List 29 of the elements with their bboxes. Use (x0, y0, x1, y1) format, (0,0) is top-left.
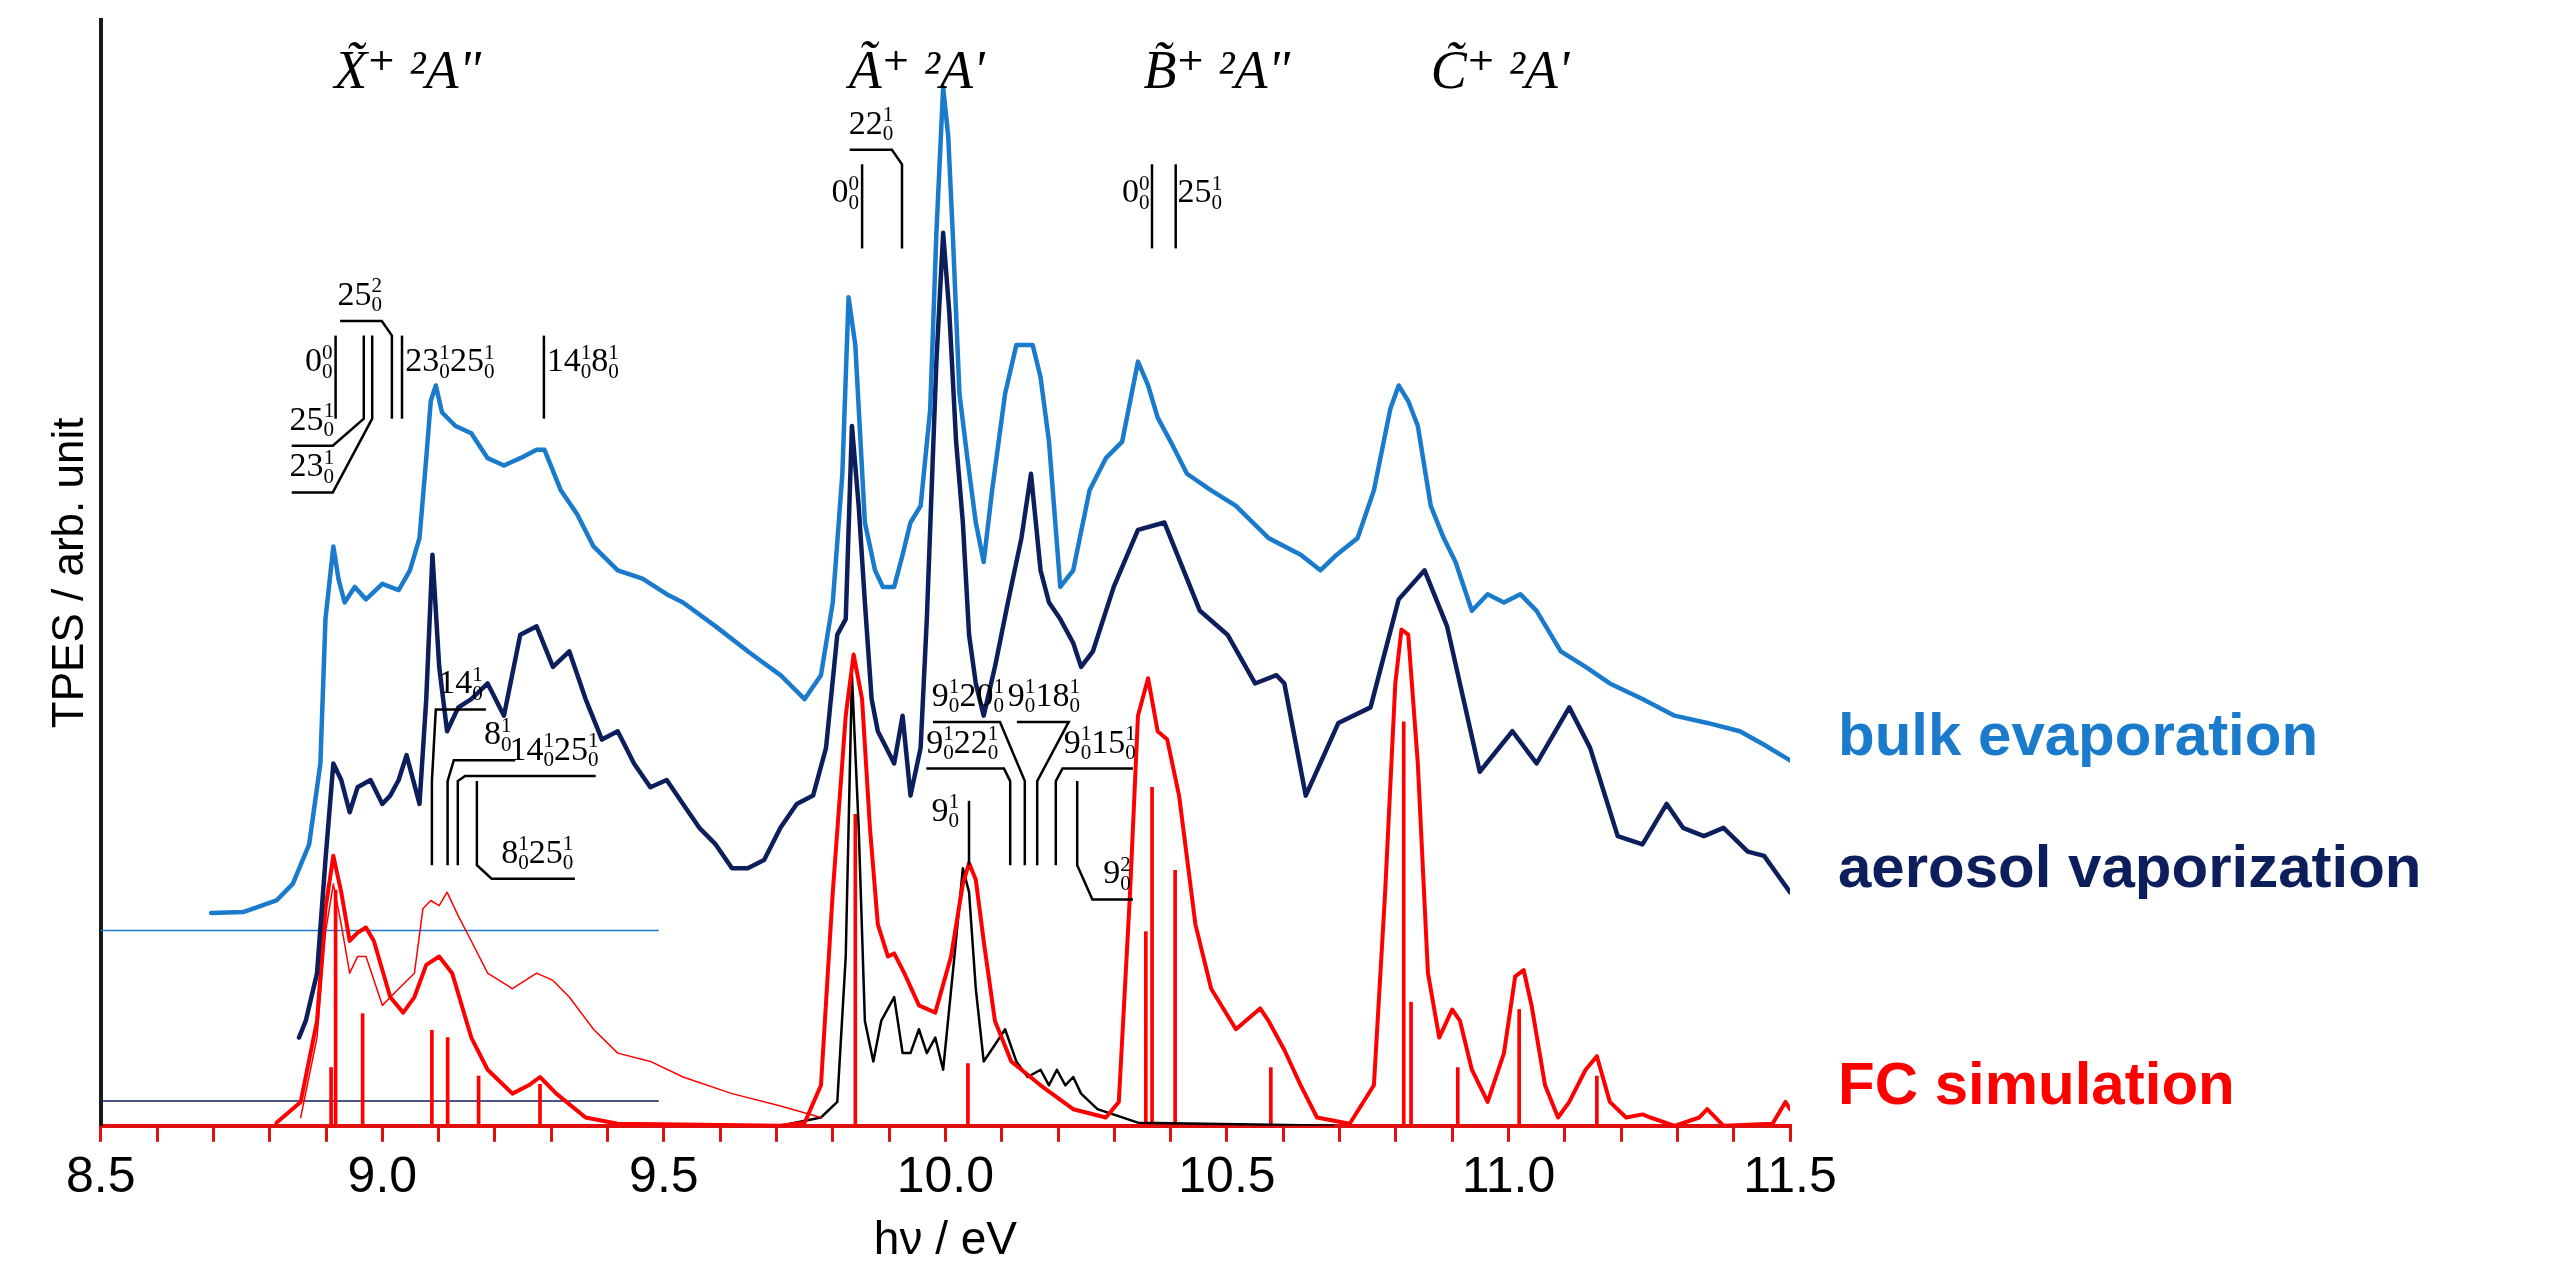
bar (1173, 870, 1177, 1126)
x-tick-label: 9.5 (629, 1146, 699, 1203)
bar (1150, 786, 1154, 1126)
bar (966, 1063, 970, 1126)
x-tick-label: 9.0 (347, 1146, 418, 1203)
series-label: FC simulation (1838, 1049, 2235, 1117)
bar (430, 1029, 434, 1126)
x-tick-label: 8.5 (66, 1146, 136, 1203)
x-tick-label: 10.5 (1178, 1146, 1276, 1203)
x-axis-title: hν / eV (873, 1212, 1018, 1265)
bar (1401, 721, 1406, 1126)
annotation: X̃⁺ ²A" (334, 40, 482, 101)
bar (1409, 1001, 1413, 1126)
annotation: Ã⁺ ²A' (848, 40, 985, 101)
annotation: B̃⁺ ²A" (1143, 40, 1291, 101)
x-tick-label: 11.0 (1461, 1146, 1556, 1203)
bar (853, 813, 858, 1126)
bar (1517, 1009, 1521, 1126)
bar (538, 1083, 542, 1126)
y-axis-title: TPES / arb. unit (42, 417, 92, 729)
bar (1144, 931, 1148, 1126)
x-tick-label: 11.5 (1743, 1146, 1837, 1203)
series-label: bulk evaporation (1838, 700, 2319, 768)
series-label: aerosol vaporization (1838, 832, 2422, 900)
bar (1269, 1067, 1273, 1126)
bar (1455, 1067, 1460, 1126)
annotation: C̃⁺ ²A' (1430, 40, 1570, 101)
x-tick-label: 10.0 (896, 1146, 995, 1203)
bar (1595, 1075, 1599, 1126)
